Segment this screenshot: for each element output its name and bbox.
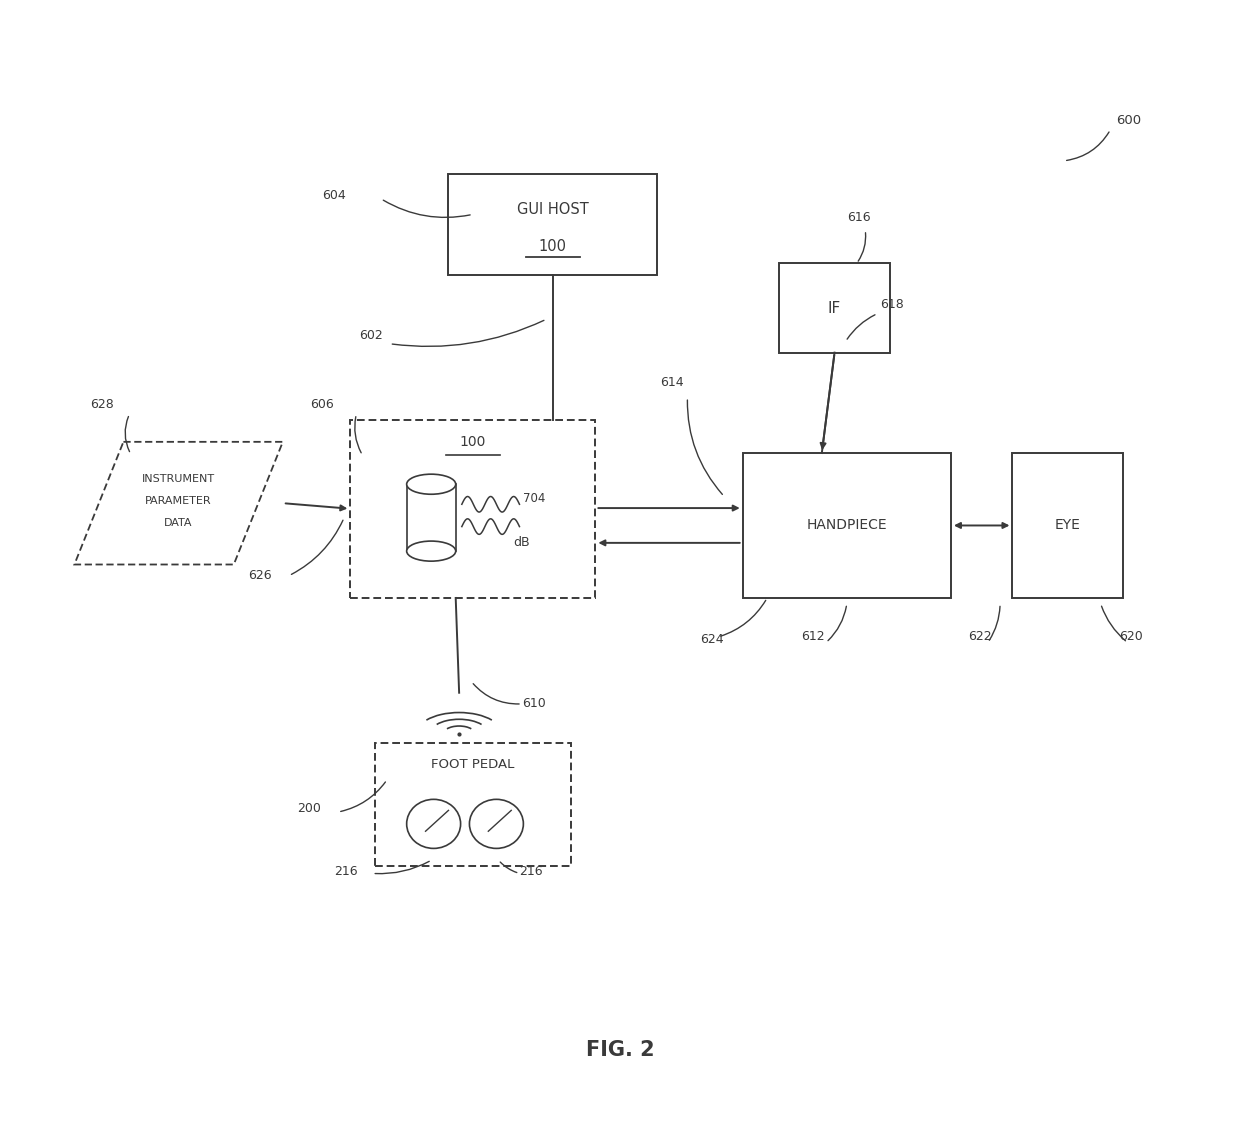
- Text: PARAMETER: PARAMETER: [145, 496, 212, 506]
- Text: 628: 628: [91, 399, 114, 411]
- Bar: [1012, 453, 1122, 598]
- Bar: [407, 484, 456, 551]
- Text: 622: 622: [968, 630, 992, 644]
- Text: IF: IF: [828, 300, 841, 315]
- Text: 200: 200: [298, 802, 321, 815]
- Text: 600: 600: [1116, 114, 1142, 128]
- Text: 704: 704: [523, 492, 546, 505]
- Ellipse shape: [407, 474, 456, 495]
- Text: 602: 602: [358, 330, 383, 342]
- Text: 606: 606: [310, 399, 334, 411]
- Bar: [449, 174, 657, 274]
- Text: FIG. 2: FIG. 2: [585, 1040, 655, 1060]
- Polygon shape: [74, 441, 283, 564]
- Text: 612: 612: [801, 630, 825, 644]
- Text: 618: 618: [880, 298, 904, 310]
- Text: 100: 100: [460, 435, 486, 449]
- Text: 614: 614: [661, 376, 684, 390]
- Text: GUI HOST: GUI HOST: [517, 202, 589, 217]
- Ellipse shape: [407, 541, 456, 561]
- Text: EYE: EYE: [1054, 518, 1080, 533]
- Text: DATA: DATA: [165, 518, 193, 528]
- Text: 604: 604: [322, 189, 346, 202]
- Text: INSTRUMENT: INSTRUMENT: [143, 474, 216, 483]
- Bar: [743, 453, 951, 598]
- Bar: [780, 263, 890, 352]
- Text: 626: 626: [248, 569, 272, 581]
- Text: dB: dB: [513, 535, 529, 549]
- Bar: [374, 743, 570, 866]
- Text: 216: 216: [335, 865, 358, 877]
- Text: 624: 624: [699, 632, 723, 646]
- Text: HANDPIECE: HANDPIECE: [806, 518, 887, 533]
- Text: 100: 100: [538, 239, 567, 254]
- Text: 216: 216: [520, 865, 543, 877]
- Text: 616: 616: [847, 211, 870, 224]
- Text: FOOT PEDAL: FOOT PEDAL: [432, 759, 515, 771]
- Text: 610: 610: [522, 698, 546, 710]
- Bar: [350, 420, 595, 598]
- Text: 620: 620: [1118, 630, 1143, 644]
